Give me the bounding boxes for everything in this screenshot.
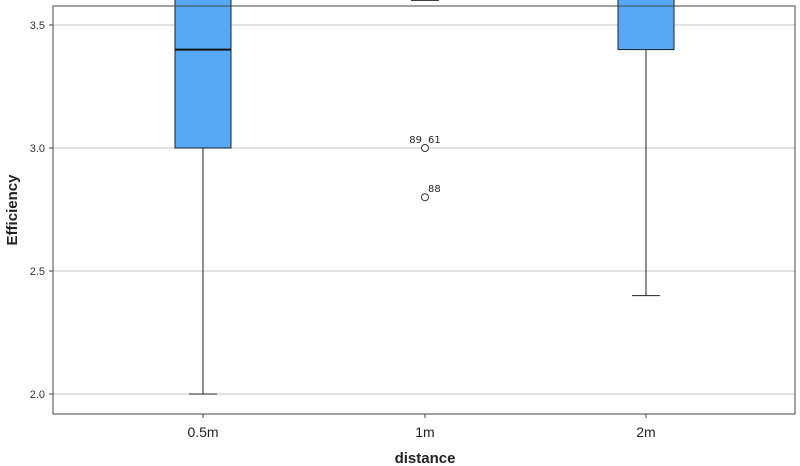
y-tick-label: 2.5 (30, 266, 45, 278)
outlier-label: 61 (428, 135, 441, 146)
x-axis-ticks: 0.5m 1m 2m (187, 414, 656, 440)
box-2m (617, 0, 675, 297)
iqr-box (174, 0, 232, 149)
iqr-box (617, 0, 675, 51)
box-1m: 89 61 88 (409, 0, 441, 202)
y-tick-label: 3.5 (30, 20, 45, 32)
y-axis-title: Efficiency (4, 174, 21, 246)
outlier-label: 88 (428, 184, 441, 195)
y-tick-label: 3.0 (30, 143, 45, 155)
x-axis-title: distance (395, 450, 456, 466)
x-tick-label: 2m (636, 424, 655, 440)
x-tick-label: 0.5m (187, 424, 218, 440)
outlier-point (421, 144, 429, 152)
box-series: 89 61 88 (174, 0, 675, 395)
x-tick-label: 1m (415, 424, 434, 440)
outlier-label: 89 (409, 135, 422, 146)
plot-frame (52, 5, 796, 415)
box-0-5m (174, 0, 232, 395)
y-tick-label: 2.0 (30, 389, 45, 401)
y-axis-ticks: 2.02.53.03.54.04.55.0 (30, 20, 53, 401)
outlier-point (421, 193, 429, 202)
